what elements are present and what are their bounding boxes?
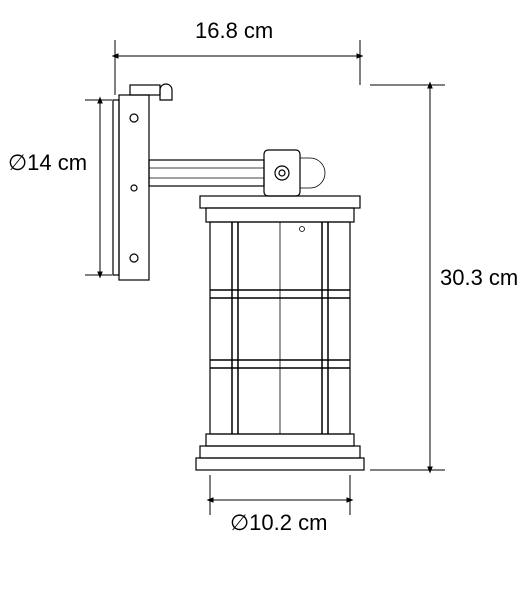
- mount-dia-label: ∅14 cm: [8, 150, 87, 176]
- dim-mount-dia: [85, 100, 112, 275]
- width-label: 16.8 cm: [195, 18, 273, 44]
- joint: [264, 150, 325, 196]
- dim-height: [370, 85, 445, 470]
- mount-plate: [113, 84, 172, 280]
- technical-drawing: 16.8 cm 30.3 cm ∅14 cm ∅10.2 cm: [0, 0, 528, 600]
- height-label: 30.3 cm: [440, 265, 518, 291]
- dim-width: [115, 40, 360, 95]
- arm: [149, 160, 264, 186]
- shade-body: [196, 222, 364, 470]
- shade-dia-label: ∅10.2 cm: [230, 510, 327, 536]
- dim-shade-dia: [210, 475, 350, 515]
